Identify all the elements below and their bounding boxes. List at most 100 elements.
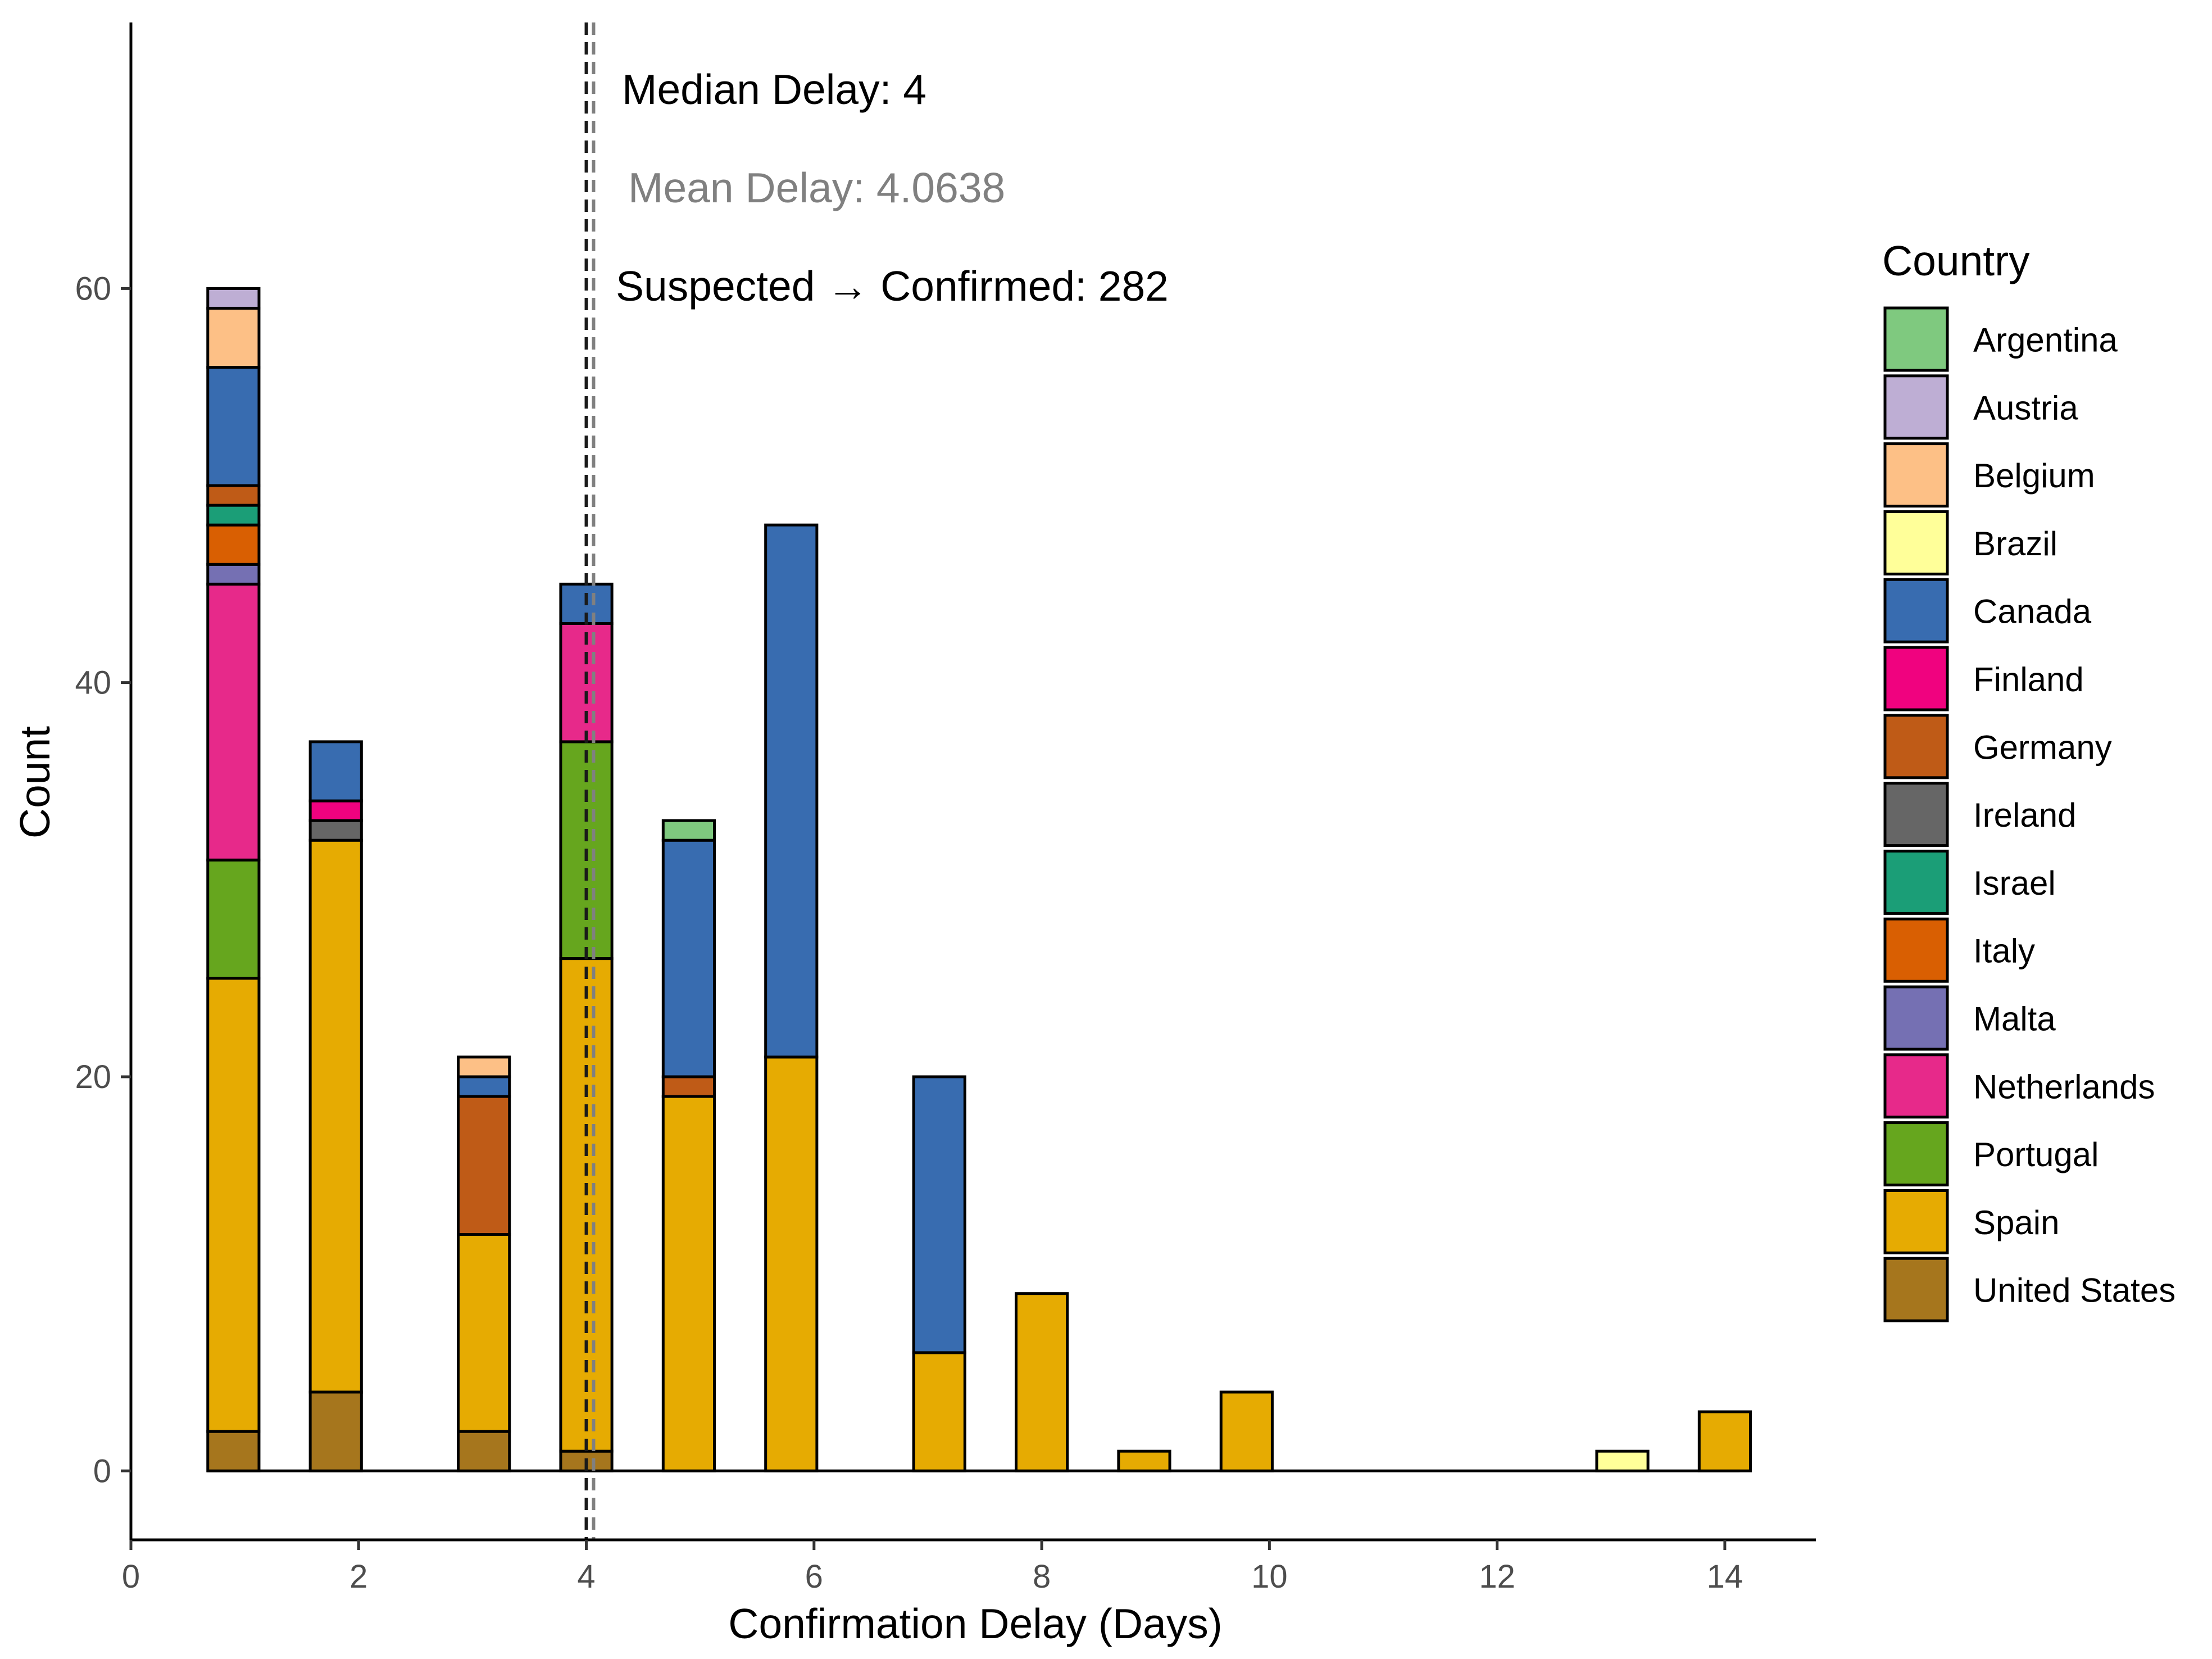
legend-label: Ireland: [1973, 796, 2076, 834]
bar-segment-spain: [764, 1055, 819, 1472]
bar-segment-netherlands: [206, 582, 261, 862]
median-annotation: Median Delay: 4: [622, 66, 926, 113]
x-tick-label: 0: [122, 1558, 140, 1595]
ticks: 0 2 4 6 8 10 12 14 0 20 40 60: [75, 270, 1743, 1595]
bar-segment-malta: [206, 563, 261, 586]
x-tick-label: 12: [1479, 1558, 1515, 1595]
bar-stack: [1014, 1292, 1069, 1472]
legend-item-canada: Canada: [1883, 578, 2092, 643]
bar-segment-brazil: [1595, 1449, 1650, 1472]
legend-items: Argentina Austria Belgium Brazil Canada Finla…: [1883, 306, 2175, 1322]
y-tick-label: 20: [75, 1059, 111, 1095]
bar-segment-spain: [1697, 1410, 1752, 1472]
bar-stack: [1595, 1449, 1650, 1472]
bar-segment-spain: [206, 977, 261, 1433]
bar-segment-ireland: [308, 819, 363, 842]
x-axis-label: Confirmation Delay (Days): [728, 1600, 1222, 1647]
bar-segment-spain: [457, 1232, 511, 1433]
bar-stack: [308, 740, 363, 1472]
bar-segment-israel: [206, 504, 261, 527]
bar-segment-spain: [661, 1095, 716, 1472]
x-tick-label: 2: [349, 1558, 367, 1595]
legend-label: Netherlands: [1973, 1068, 2155, 1105]
legend-item-argentina: Argentina: [1883, 306, 2118, 372]
bar-stack: [1697, 1410, 1752, 1472]
bar-segment-germany: [206, 484, 261, 507]
legend-label: United States: [1973, 1272, 2175, 1309]
legend-key: [1883, 1121, 1949, 1187]
legend-key: [1883, 646, 1949, 711]
legend-key: [1883, 782, 1949, 847]
legend-label: Spain: [1973, 1204, 2059, 1241]
legend-item-germany: Germany: [1883, 714, 2112, 779]
legend-label: Belgium: [1973, 457, 2095, 495]
legend-key: [1883, 714, 1949, 779]
legend-label: Germany: [1973, 728, 2112, 766]
bar-segment-canada: [912, 1075, 966, 1354]
bar-segment-canada: [661, 838, 716, 1078]
legend-title: Country: [1882, 237, 2030, 284]
y-tick-label: 60: [75, 270, 111, 307]
legend-label: Portugal: [1973, 1136, 2099, 1173]
x-tick-label: 8: [1033, 1558, 1051, 1595]
bar-segment-spain: [308, 838, 363, 1394]
y-tick-label: 0: [93, 1453, 111, 1489]
legend-item-portugal: Portugal: [1883, 1121, 2099, 1187]
bar-segment-spain: [912, 1351, 966, 1472]
legend-key: [1883, 578, 1949, 643]
legend-item-austria: Austria: [1883, 374, 2078, 440]
bar-segment-austria: [206, 287, 261, 310]
bar-segment-germany: [661, 1075, 716, 1098]
bar-segment-canada: [457, 1075, 511, 1098]
bar-segment-finland: [308, 799, 363, 822]
bar-segment-united-states: [206, 1430, 261, 1472]
bar-segment-belgium: [457, 1055, 511, 1078]
legend-item-finland: Finland: [1883, 646, 2084, 711]
bar-segment-united-states: [308, 1390, 363, 1472]
mean-annotation: Mean Delay: 4.0638: [628, 164, 1005, 211]
annotations: Median Delay: 4 Mean Delay: 4.0638 Suspe…: [616, 66, 1169, 310]
legend-label: Malta: [1973, 1000, 2056, 1038]
bar-segment-argentina: [661, 819, 716, 842]
bar-segment-canada: [308, 740, 363, 803]
legend-label: Argentina: [1973, 321, 2118, 359]
legend-key: [1883, 1053, 1949, 1119]
bar-stack: [457, 1055, 511, 1472]
bar-stack: [661, 819, 716, 1472]
bar-segment-spain: [1219, 1390, 1274, 1472]
legend-item-belgium: Belgium: [1883, 442, 2095, 508]
legend-item-united-states: United States: [1883, 1257, 2175, 1322]
bars-layer: [206, 287, 1752, 1472]
bar-stack: [206, 287, 261, 1472]
bar-segment-spain: [1014, 1292, 1069, 1472]
bar-stack: [912, 1075, 966, 1472]
legend-item-netherlands: Netherlands: [1883, 1053, 2155, 1119]
legend-key: [1883, 1189, 1949, 1254]
x-tick-label: 10: [1251, 1558, 1288, 1595]
x-tick-label: 4: [577, 1558, 595, 1595]
legend-key: [1883, 917, 1949, 983]
bar-segment-spain: [1117, 1449, 1171, 1472]
bar-segment-germany: [457, 1095, 511, 1236]
axes: [129, 22, 1816, 1542]
legend-label: Italy: [1973, 932, 2035, 970]
bar-stack: [764, 523, 819, 1472]
legend-key: [1883, 374, 1949, 440]
bar-segment-united-states: [457, 1430, 511, 1472]
total-annotation: Suspected → Confirmed: 282: [616, 262, 1169, 310]
legend-key: [1883, 510, 1949, 575]
legend-item-malta: Malta: [1883, 985, 2056, 1051]
y-tick-label: 40: [75, 665, 111, 701]
bar-segment-belgium: [206, 306, 261, 369]
bar-stack: [1219, 1390, 1274, 1472]
legend-item-ireland: Ireland: [1883, 782, 2076, 847]
legend-label: Canada: [1973, 593, 2092, 631]
bar-segment-portugal: [206, 858, 261, 980]
legend-key: [1883, 985, 1949, 1051]
legend-key: [1883, 849, 1949, 915]
bar-stack: [1117, 1449, 1171, 1472]
legend: Country Argentina Austria Belgium Brazil Can…: [1882, 237, 2175, 1322]
legend-key: [1883, 306, 1949, 372]
bar-segment-canada: [206, 366, 261, 487]
